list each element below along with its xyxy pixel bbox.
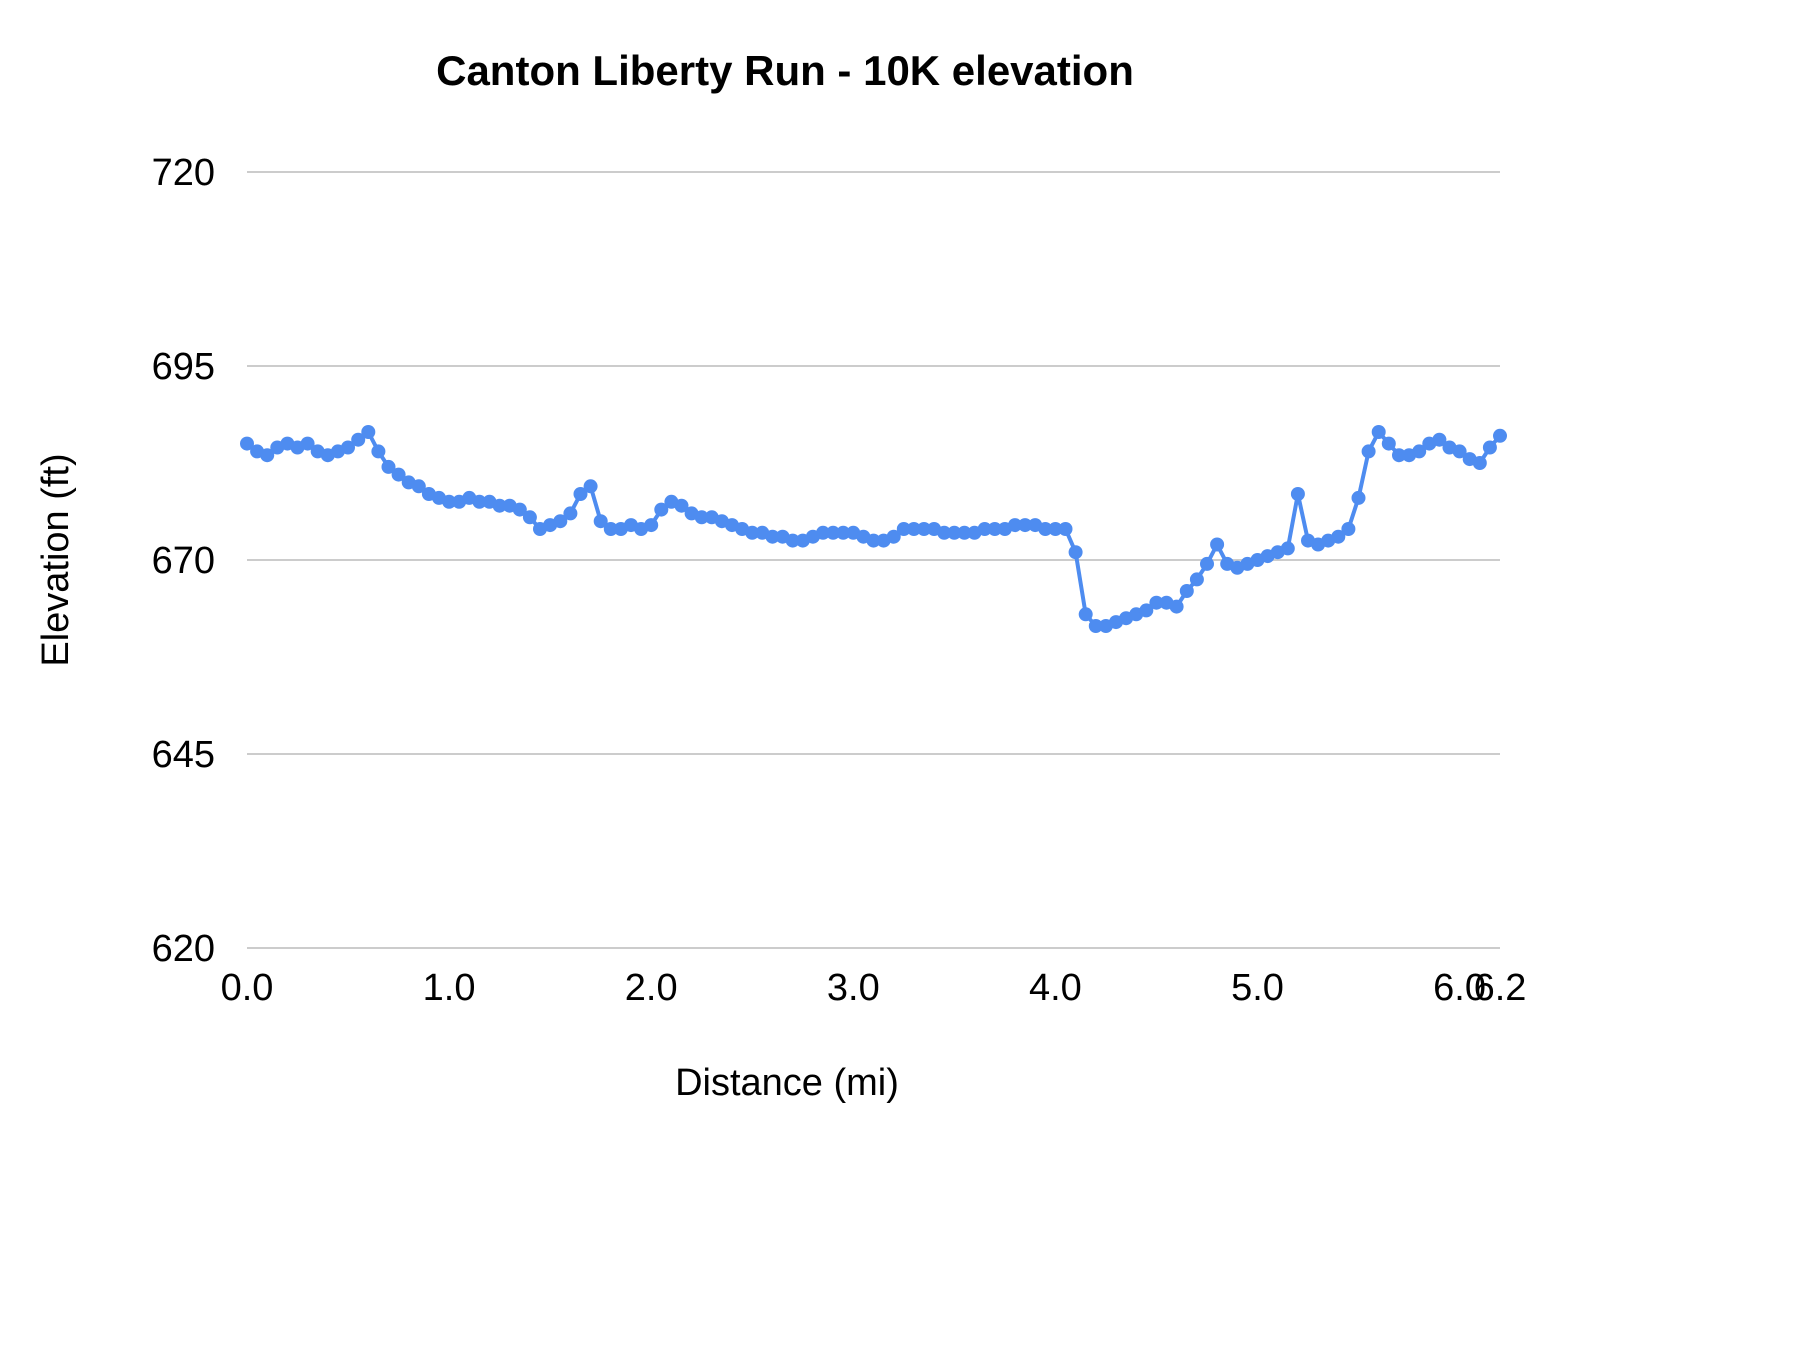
series-point — [411, 479, 426, 494]
series-point — [836, 525, 851, 540]
series-point — [816, 525, 830, 540]
series-point — [1139, 603, 1154, 618]
series-point — [1280, 541, 1295, 556]
series-point — [947, 525, 962, 540]
series-point — [583, 479, 598, 494]
series-point — [826, 525, 841, 540]
series-point — [937, 525, 952, 540]
series-point — [1452, 444, 1467, 459]
series-point — [745, 525, 760, 540]
series-point — [1068, 545, 1083, 560]
series-point — [957, 525, 972, 540]
series-point — [1179, 584, 1194, 598]
series-point — [1290, 487, 1305, 501]
series-point — [522, 510, 537, 525]
series-point — [573, 487, 588, 501]
series-point — [1351, 490, 1366, 505]
series-point — [391, 467, 406, 482]
series-point — [260, 448, 275, 463]
series-point — [1493, 428, 1507, 443]
series-point — [917, 522, 931, 536]
series-point — [240, 436, 254, 451]
series-point — [886, 529, 901, 544]
series-point — [300, 436, 315, 451]
x-tick-label: 1.0 — [423, 967, 476, 1009]
series-point — [906, 522, 921, 536]
y-axis-title: Elevation (ft) — [35, 453, 77, 666]
series-line — [245, 430, 1502, 628]
series-point — [1472, 456, 1487, 470]
series-point — [1412, 444, 1427, 459]
series-point — [1381, 436, 1396, 451]
series-point — [371, 444, 386, 459]
y-axis-tick-labels: 620 645 670 695 720 — [152, 152, 215, 970]
series-point — [694, 510, 709, 525]
series-point — [1200, 556, 1214, 571]
x-axis-title: Distance (mi) — [675, 1062, 899, 1104]
series-point — [1189, 572, 1204, 587]
series-point — [1361, 444, 1376, 459]
series-point — [654, 502, 669, 517]
series-point — [1018, 518, 1033, 533]
series-point — [472, 494, 487, 509]
x-tick-label: 6.2 — [1474, 967, 1527, 1009]
x-tick-label: 5.0 — [1231, 967, 1284, 1009]
series-point — [1149, 595, 1164, 610]
x-tick-label: 2.0 — [625, 967, 678, 1009]
series-point — [765, 529, 780, 544]
series-point — [1078, 607, 1093, 622]
series-point — [896, 522, 911, 536]
series-point — [351, 432, 366, 447]
series-point — [492, 498, 507, 513]
series-point — [1210, 537, 1225, 552]
series-point — [563, 506, 578, 521]
series-point — [1048, 522, 1063, 536]
series-point — [1008, 518, 1022, 533]
series-point — [381, 459, 396, 474]
series-point — [442, 494, 457, 509]
series-point — [1392, 448, 1406, 463]
x-tick-label: 4.0 — [1029, 967, 1082, 1009]
series-point — [987, 522, 1002, 536]
x-tick-label: 0.0 — [221, 967, 274, 1009]
series-point — [1088, 619, 1103, 633]
series-point — [644, 518, 659, 533]
series-point — [674, 498, 689, 513]
y-tick-label: 670 — [152, 540, 215, 582]
series-point — [866, 533, 881, 548]
x-tick-label: 3.0 — [827, 967, 880, 1009]
series-point — [1058, 522, 1073, 536]
series-point — [603, 522, 618, 536]
series-point — [977, 522, 992, 536]
y-tick-label: 645 — [152, 734, 215, 776]
series-point — [512, 502, 527, 517]
series-point — [1432, 432, 1447, 447]
series-point — [361, 425, 376, 439]
series-point — [593, 514, 608, 529]
series-point — [1341, 522, 1356, 536]
series-elevation — [240, 425, 1507, 633]
y-tick-label: 720 — [152, 152, 215, 194]
series-point — [553, 514, 568, 529]
gridlines — [247, 171, 1500, 949]
y-tick-label: 620 — [152, 928, 215, 970]
series-point — [1038, 522, 1053, 536]
series-point — [1371, 425, 1386, 439]
chart-title: Canton Liberty Run - 10K elevation — [436, 47, 1134, 94]
series-point — [1482, 440, 1497, 455]
series-point — [785, 533, 800, 548]
y-tick-label: 695 — [152, 346, 215, 388]
x-tick-label: 6.0 — [1433, 967, 1486, 1009]
series-point — [341, 440, 355, 455]
x-axis-tick-labels: 0.0 1.0 2.0 3.0 4.0 5.0 6.06.2 — [221, 967, 1527, 1009]
series-point — [1331, 529, 1346, 544]
series-point — [1169, 599, 1184, 614]
